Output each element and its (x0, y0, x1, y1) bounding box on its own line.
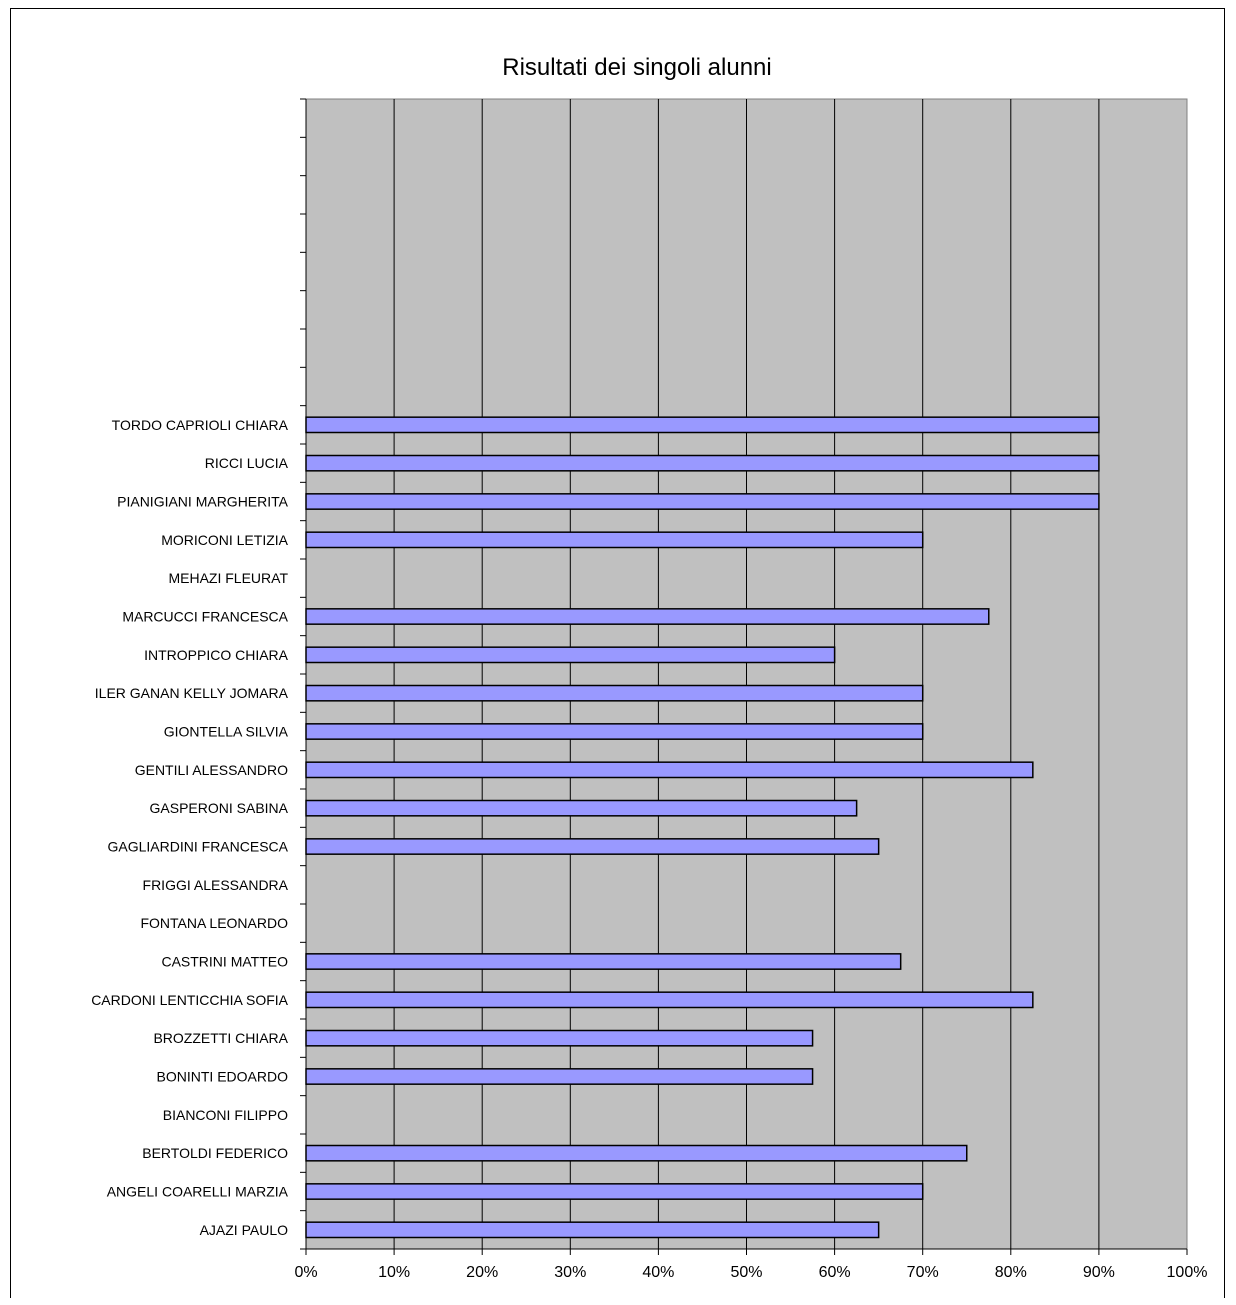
x-tick-label: 80% (995, 1264, 1027, 1281)
bar (305, 1144, 968, 1162)
bar (305, 416, 1100, 434)
x-tick-label: 60% (819, 1264, 851, 1281)
category-label: AJAZI PAULO (200, 1222, 289, 1238)
category-label: GENTILI ALESSANDRO (135, 762, 288, 778)
category-label: BONINTI EDOARDO (157, 1069, 289, 1085)
bar (305, 799, 858, 817)
bar (305, 1068, 814, 1085)
category-label: CASTRINI MATTEO (161, 954, 288, 970)
bar (305, 991, 1034, 1009)
category-label: MEHAZI FLEURAT (168, 570, 288, 586)
bar (305, 646, 836, 664)
category-label: INTROPPICO CHIARA (144, 647, 289, 663)
bar (305, 723, 924, 740)
x-tick-label: 70% (907, 1264, 939, 1281)
x-tick-label: 50% (730, 1264, 762, 1281)
x-tick-label: 0% (294, 1264, 317, 1281)
category-label: CARDONI LENTICCHIA SOFIA (91, 992, 288, 1008)
category-label: BERTOLDI FEDERICO (142, 1145, 288, 1161)
category-label: BROZZETTI CHIARA (153, 1030, 288, 1046)
bar (305, 1221, 880, 1239)
bar (305, 608, 990, 625)
bar (305, 454, 1100, 472)
x-tick-label: 90% (1083, 1264, 1115, 1281)
category-label: GASPERONI SABINA (150, 800, 289, 816)
bar (305, 684, 924, 702)
category-label: MARCUCCI FRANCESCA (122, 609, 288, 625)
bar (305, 838, 880, 855)
category-label: GAGLIARDINI FRANCESCA (108, 839, 289, 855)
x-tick-label: 100% (1167, 1264, 1208, 1281)
category-label: ILER GANAN KELLY JOMARA (95, 685, 289, 701)
chart-title: Risultati dei singoli alunni (502, 54, 771, 81)
bar (305, 761, 1034, 779)
x-tick-label: 40% (642, 1264, 674, 1281)
bar (305, 953, 902, 970)
category-label: FRIGGI ALESSANDRA (143, 877, 289, 893)
category-label: RICCI LUCIA (205, 455, 289, 471)
x-tick-label: 10% (378, 1264, 410, 1281)
bar (305, 1029, 814, 1047)
bar (305, 531, 924, 549)
x-tick-label: 20% (466, 1264, 498, 1281)
x-tick-label: 30% (554, 1264, 586, 1281)
category-label: GIONTELLA SILVIA (164, 724, 289, 740)
category-label: TORDO CAPRIOLI CHIARA (112, 417, 289, 433)
category-label: PIANIGIANI MARGHERITA (117, 494, 289, 510)
category-label: FONTANA LEONARDO (140, 915, 288, 931)
bar (305, 1183, 924, 1200)
category-label: BIANCONI FILIPPO (163, 1107, 288, 1123)
bar (305, 493, 1100, 510)
plot-area: 0% 10% 20% 30% 40% 50% 60% 70% 80% 90% 100% AJAZI P… (91, 98, 1208, 1281)
category-label: ANGELI COARELLI MARZIA (107, 1184, 289, 1200)
category-label: MORICONI LETIZIA (161, 532, 288, 548)
